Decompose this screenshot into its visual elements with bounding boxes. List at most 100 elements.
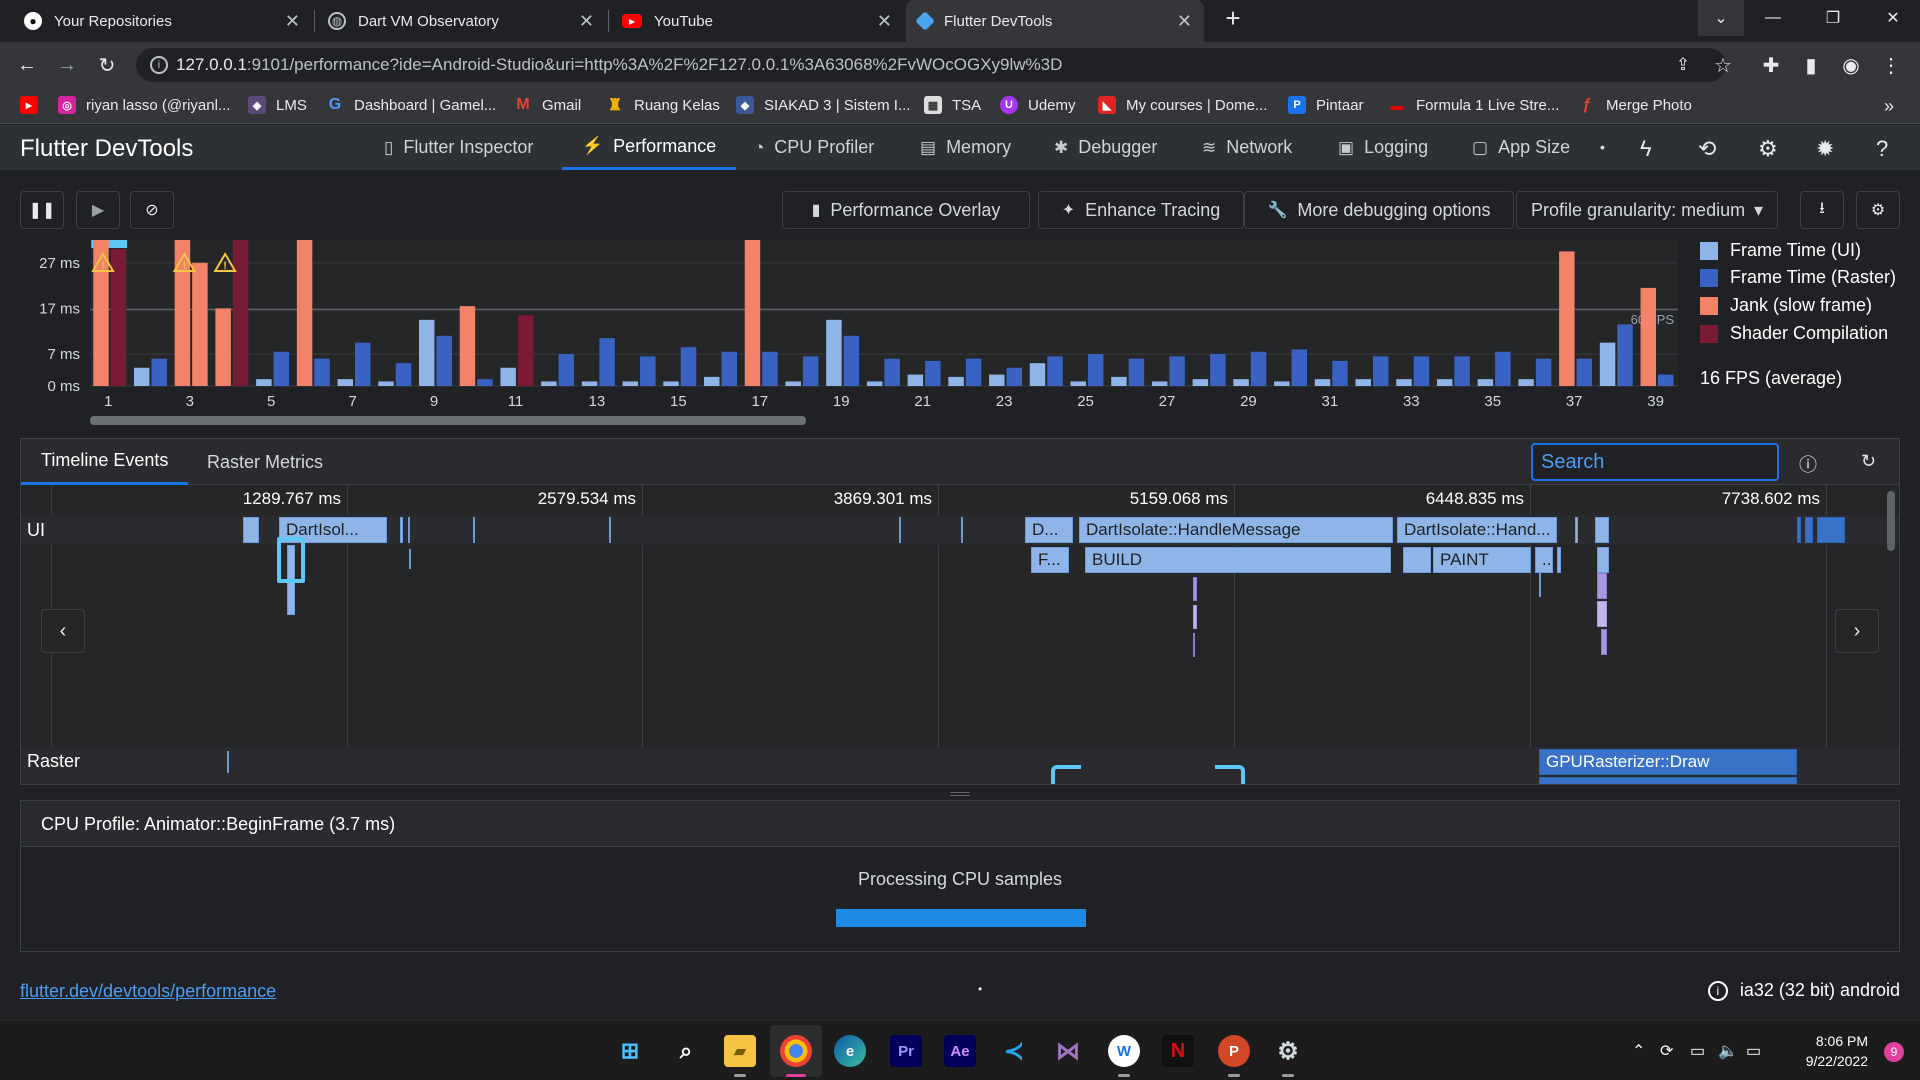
timeline-event[interactable]: F... [1031,547,1069,573]
bug-report-icon[interactable]: ✹ [1816,136,1835,161]
tab-search-button[interactable]: ⌄ [1698,0,1744,36]
timeline-event[interactable] [1193,633,1195,657]
timeline-event[interactable]: DartIsolate::Hand... [1397,517,1557,543]
resize-handle[interactable] [950,792,970,796]
info-icon[interactable]: i [150,56,168,74]
bookmark-dome[interactable]: ◣ My courses | Dome... [1098,96,1267,114]
browser-tab-youtube[interactable]: ▶ YouTube ✕ [610,0,904,42]
profile-granularity-dropdown[interactable]: Profile granularity: medium ▾ [1516,191,1778,229]
timeline-event[interactable] [1575,517,1578,543]
docs-link[interactable]: flutter.dev/devtools/performance [20,981,277,1001]
tray-chevron-icon[interactable]: ⌃ [1632,1043,1646,1060]
notification-badge[interactable]: 9 [1884,1042,1904,1062]
bookmark-gmail[interactable]: M Gmail [514,96,581,114]
timeline-event[interactable] [408,517,410,543]
timeline-event[interactable] [1797,517,1801,543]
youtube-bookmark-icon[interactable]: ▶ [20,96,48,114]
browser-tab-repositories[interactable]: ● Your Repositories ✕ [12,0,312,42]
timeline-event[interactable] [1817,517,1845,543]
tab-app-size[interactable]: ▢ App Size [1472,125,1570,170]
refresh-icon[interactable]: ↻ [1861,451,1877,471]
clock[interactable]: 8:06 PM 9/22/2022 [1806,1031,1868,1071]
help-circle-icon[interactable]: ⓘ [1799,455,1817,475]
timeline-event[interactable]: D... [1025,517,1073,543]
timeline-event[interactable] [243,517,259,543]
hot-reload-icon[interactable]: ϟ [1640,136,1652,161]
export-button[interactable]: ⭳ [1800,191,1844,229]
timeline-event-handle-message[interactable]: DartIsolate::HandleMessage [1079,517,1393,543]
timeline-event[interactable] [1805,517,1813,543]
performance-settings-button[interactable]: ⚙ [1856,191,1900,229]
vscode-icon[interactable]: ≺ [1003,1037,1025,1065]
timeline-scrollbar[interactable] [1887,491,1895,551]
timeline-event[interactable] [1403,547,1431,573]
bookmark-ruang-kelas[interactable]: ♜ Ruang Kelas [606,96,720,115]
timeline-event[interactable] [1539,777,1797,784]
timeline-event[interactable] [609,517,611,543]
close-window-button[interactable]: ✕ [1886,10,1900,27]
bookmark-formula1[interactable]: ▬ Formula 1 Live Stre... [1388,96,1560,114]
tab-cpu-profiler[interactable]: ◔ CPU Profiler [754,125,874,170]
sync-icon[interactable]: ⟳ [1660,1043,1674,1060]
timeline-event[interactable] [409,549,411,569]
premiere-icon[interactable]: Pr [890,1035,922,1067]
display-icon[interactable]: ▭ [1690,1043,1706,1060]
timeline-event-build[interactable]: BUILD [1085,547,1391,573]
timeline-event[interactable] [899,517,901,543]
scroll-right-button[interactable]: › [1835,609,1879,653]
enhance-tracing-button[interactable]: ✦ Enhance Tracing [1038,191,1244,229]
powerpoint-icon[interactable]: P [1218,1035,1250,1067]
timeline-event[interactable] [1539,573,1541,597]
timeline-event[interactable] [1601,629,1607,655]
timeline-event-gpu-rasterizer[interactable]: GPURasterizer::Draw [1539,749,1797,775]
reload-icon[interactable]: ↻ [98,54,116,77]
browser-tab-observatory[interactable]: ◍ Dart VM Observatory ✕ [316,0,606,42]
timeline-event[interactable] [961,517,963,543]
profile-avatar-icon[interactable]: ◉ [1842,54,1860,77]
battery-icon[interactable]: ▭ [1746,1043,1762,1060]
netflix-icon[interactable]: N [1162,1035,1194,1067]
bookmark-gamel[interactable]: G Dashboard | Gamel... [326,96,497,114]
tab-network[interactable]: ≋ Network [1202,125,1292,170]
bookmark-pintaar[interactable]: P Pintaar [1288,96,1364,114]
extensions-icon[interactable]: ✚ [1762,54,1780,77]
more-debugging-options-button[interactable]: 🔧 More debugging options [1244,191,1514,229]
app-w-icon[interactable]: W [1108,1035,1140,1067]
timeline-event[interactable] [1193,605,1197,629]
clear-button[interactable]: ⊘ [130,191,174,229]
tab-debugger[interactable]: ✱ Debugger [1054,125,1157,170]
bookmark-instagram[interactable]: ◎ riyan lasso (@riyanl... [58,96,230,114]
bookmark-star-icon[interactable]: ☆ [1714,54,1732,77]
visual-studio-icon[interactable]: ⋈ [1056,1037,1080,1065]
help-icon[interactable]: ? [1876,136,1889,161]
address-bar[interactable]: i 127.0.0.1:9101/performance?ide=Android… [136,48,1726,82]
settings-app-icon[interactable]: ⚙ [1277,1037,1299,1065]
bookmark-merge-photo[interactable]: ƒ Merge Photo [1578,96,1692,114]
minimize-button[interactable]: — [1765,9,1781,26]
tab-memory[interactable]: ▤ Memory [920,125,1011,170]
settings-icon[interactable]: ⚙ [1758,136,1778,161]
chrome-icon[interactable] [780,1035,812,1067]
timeline-event[interactable] [400,517,403,543]
new-tab-button[interactable]: + [1225,2,1241,33]
chart-scrollbar[interactable] [90,416,806,425]
pause-button[interactable]: ❚❚ [20,191,64,229]
bookmark-tsa[interactable]: ▦ TSA [924,96,981,114]
close-icon[interactable]: ✕ [284,10,300,31]
bookmark-siakad[interactable]: ◆ SIAKAD 3 | Sistem I... [736,96,910,114]
timeline-event[interactable] [1193,577,1197,601]
timeline-event[interactable] [1557,547,1561,573]
search-icon[interactable]: ⌕ [679,1038,693,1063]
timeline-event[interactable] [1595,517,1609,543]
back-icon[interactable]: ← [17,53,37,76]
edge-icon[interactable]: e [834,1035,866,1067]
close-icon[interactable]: ✕ [578,10,594,31]
timeline-event[interactable] [1597,547,1609,573]
timeline-event[interactable] [227,751,229,773]
timeline-event-paint[interactable]: PAINT [1433,547,1531,573]
timeline-event[interactable]: .. [1535,547,1553,573]
performance-overlay-button[interactable]: ▮ Performance Overlay [782,191,1030,229]
after-effects-icon[interactable]: Ae [944,1035,976,1067]
tab-flutter-inspector[interactable]: ▯ Flutter Inspector [384,125,533,170]
tab-logging[interactable]: ▣ Logging [1338,125,1428,170]
